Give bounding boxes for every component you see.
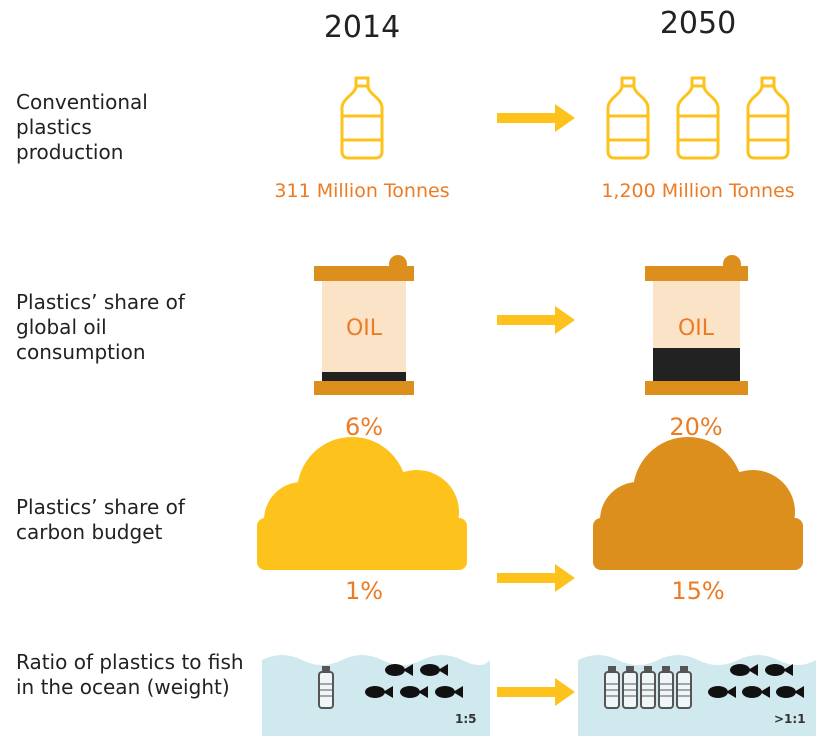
- value-text: 1%: [345, 577, 383, 605]
- row-label: Plastics’ share of carbon budget: [16, 495, 221, 545]
- value-text: 1,200 Million Tonnes: [601, 180, 794, 202]
- row-4-icons: [262, 655, 816, 736]
- row-1-icons: [342, 78, 788, 158]
- value-text: 15%: [671, 577, 724, 605]
- row-label: Conventional plastics production: [16, 90, 191, 165]
- value-text: 20%: [669, 413, 722, 441]
- ratio-text: >1:1: [774, 712, 806, 726]
- barrel-label: OIL: [346, 316, 382, 341]
- ratio-text: 1:5: [455, 712, 477, 726]
- value-text: 6%: [345, 413, 383, 441]
- row-label: Ratio of plastics to fish in the ocean (…: [16, 650, 251, 700]
- column-header: 2050: [660, 6, 736, 41]
- page: 2014 2050 Conventional plastics producti…: [0, 0, 816, 736]
- row-3-icons: [257, 437, 803, 592]
- value-text: 311 Million Tonnes: [274, 180, 449, 202]
- row-label: Plastics’ share of global oil consumptio…: [16, 290, 221, 365]
- barrel-label: OIL: [678, 316, 714, 341]
- column-header: 2014: [324, 10, 400, 45]
